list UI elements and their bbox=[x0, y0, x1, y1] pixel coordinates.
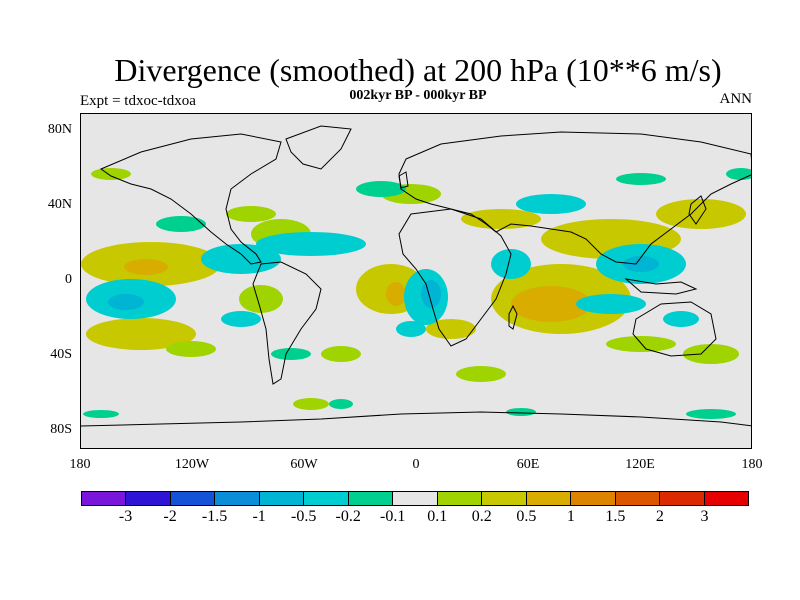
colorbar-label: -1.5 bbox=[201, 508, 228, 525]
lon-tick-60w: 60W bbox=[290, 457, 318, 472]
lon-tick-120e: 120E bbox=[625, 457, 655, 472]
lon-tick-180w: 180 bbox=[69, 457, 91, 472]
colorbar-swatch bbox=[126, 492, 171, 505]
colorbar-swatch bbox=[526, 492, 572, 505]
colorbar-label: 1 bbox=[566, 508, 575, 525]
colorbar-swatch bbox=[304, 492, 349, 505]
positive-regions bbox=[81, 168, 746, 410]
colorbar-swatch bbox=[170, 492, 216, 505]
lon-tick-60e: 60E bbox=[516, 457, 540, 472]
divergence-map bbox=[81, 125, 751, 427]
colorbar-swatch bbox=[437, 492, 483, 505]
colorbar-swatch bbox=[348, 492, 394, 505]
colorbar-label: -0.5 bbox=[290, 508, 317, 525]
colorbar-label: 0.2 bbox=[471, 508, 492, 525]
colorbar-label: -0.1 bbox=[380, 508, 406, 525]
lon-tick-0: 0 bbox=[412, 457, 420, 472]
colorbar-swatch bbox=[660, 492, 705, 505]
colorbar-label: -3 bbox=[118, 508, 133, 525]
colorbar-label: 1.5 bbox=[605, 508, 626, 525]
colorbar-label: -1 bbox=[252, 508, 266, 525]
colorbar-label: 0.1 bbox=[427, 508, 448, 525]
lat-tick-80s: 80S bbox=[50, 422, 72, 437]
colorbar-swatch bbox=[482, 492, 527, 505]
colorbar-swatch bbox=[571, 492, 616, 505]
colorbar-label: 2 bbox=[655, 508, 664, 525]
lat-tick-40n: 40N bbox=[47, 197, 72, 212]
lon-tick-180e: 180 bbox=[741, 457, 763, 472]
colorbar-swatch bbox=[215, 492, 260, 505]
lat-tick-80n: 80N bbox=[47, 122, 72, 137]
colorbar-label: -2 bbox=[163, 508, 177, 525]
colorbar-swatch bbox=[393, 492, 438, 505]
lon-tick-120w: 120W bbox=[174, 457, 210, 472]
colorbar-swatch bbox=[82, 492, 127, 505]
colorbar-label: -0.2 bbox=[335, 508, 361, 525]
colorbar-swatch bbox=[259, 492, 305, 505]
lat-tick-0: 0 bbox=[65, 272, 72, 287]
map-panel bbox=[80, 113, 752, 449]
negative-regions bbox=[83, 168, 751, 419]
colorbar bbox=[81, 491, 749, 506]
colorbar-label: 0.5 bbox=[516, 508, 537, 525]
lat-tick-40s: 40S bbox=[50, 347, 72, 362]
map-subtitle: 002kyr BP - 000kyr BP bbox=[349, 88, 487, 103]
map-title: Divergence (smoothed) at 200 hPa (10**6 … bbox=[114, 52, 722, 88]
season-label: ANN bbox=[719, 91, 753, 107]
experiment-label: Expt = tdxoc-tdxoa bbox=[80, 93, 196, 109]
colorbar-swatch bbox=[704, 492, 749, 505]
colorbar-label: 3 bbox=[700, 508, 709, 525]
coastlines bbox=[81, 125, 751, 427]
colorbar-swatch bbox=[615, 492, 661, 505]
